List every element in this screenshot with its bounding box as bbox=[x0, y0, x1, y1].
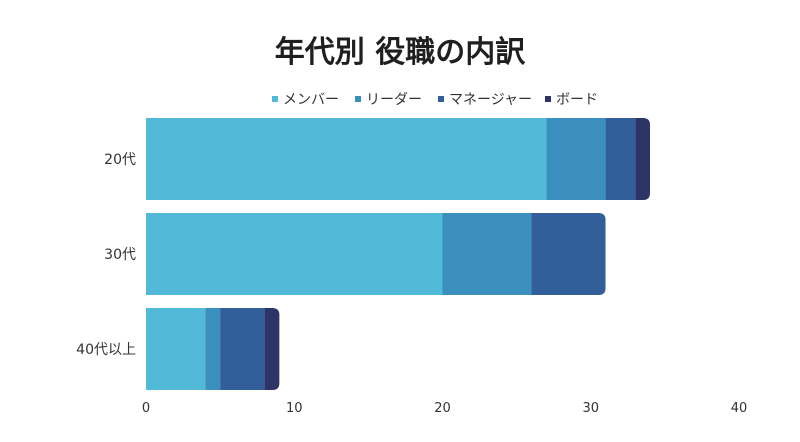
bars bbox=[146, 118, 651, 390]
bar-30代-メンバー bbox=[146, 213, 443, 295]
y-axis-labels: 20代 30代 40代以上 bbox=[76, 152, 136, 358]
legend-swatch bbox=[355, 96, 361, 102]
bar-40代以上-メンバー bbox=[146, 308, 206, 390]
bar-40代以上-マネージャー bbox=[220, 308, 265, 390]
legend-label: ボード bbox=[556, 92, 598, 108]
category-label: 30代 bbox=[104, 247, 136, 263]
bar-20代-メンバー bbox=[146, 118, 547, 200]
legend-label: リーダー bbox=[366, 92, 422, 108]
bar-20代-ボード bbox=[635, 118, 651, 200]
legend-item-メンバー: メンバー bbox=[272, 92, 339, 108]
legend-swatch bbox=[545, 96, 551, 102]
bar-20代-リーダー bbox=[546, 118, 606, 200]
legend-swatch bbox=[438, 96, 444, 102]
x-tick-label: 0 bbox=[142, 401, 150, 416]
legend-label: マネージャー bbox=[449, 92, 532, 108]
bar-30代-マネージャー bbox=[531, 213, 606, 295]
bar-group-20代 bbox=[146, 118, 651, 200]
x-axis-ticks: 0 10 20 30 40 bbox=[142, 401, 747, 416]
legend-item-マネージャー: マネージャー bbox=[438, 92, 532, 108]
x-tick-label: 10 bbox=[286, 401, 303, 416]
bar-40代以上-リーダー bbox=[205, 308, 221, 390]
bar-group-40代以上 bbox=[146, 308, 280, 390]
legend-item-ボード: ボード bbox=[545, 92, 598, 108]
bar-30代-リーダー bbox=[442, 213, 532, 295]
legend-swatch bbox=[272, 96, 278, 102]
x-tick-label: 20 bbox=[434, 401, 451, 416]
legend-label: メンバー bbox=[283, 92, 339, 108]
chart-title: 年代別 役職の内訳 bbox=[275, 35, 526, 70]
x-tick-label: 30 bbox=[582, 401, 599, 416]
x-tick-label: 40 bbox=[731, 401, 748, 416]
bar-40代以上-ボード bbox=[264, 308, 280, 390]
category-label: 20代 bbox=[104, 152, 136, 168]
bar-group-30代 bbox=[146, 213, 606, 295]
legend-item-リーダー: リーダー bbox=[355, 92, 422, 108]
category-label: 40代以上 bbox=[76, 342, 136, 358]
legend: メンバー リーダー マネージャー ボード bbox=[272, 92, 598, 108]
bar-20代-マネージャー bbox=[605, 118, 636, 200]
